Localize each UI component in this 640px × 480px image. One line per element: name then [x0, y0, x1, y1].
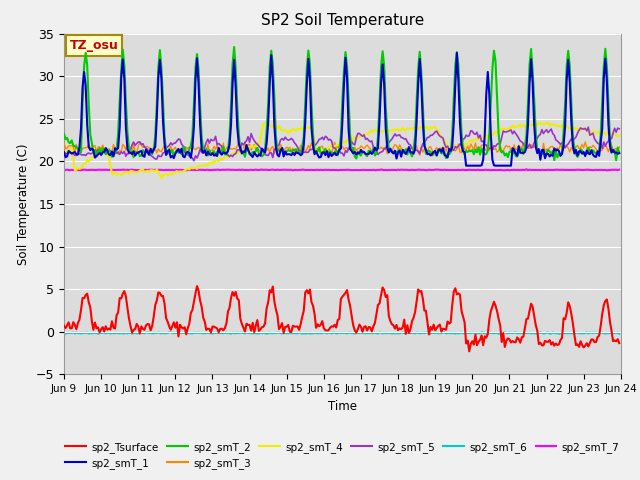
sp2_smT_5	[60, 150, 68, 156]
Line: sp2_smT_7: sp2_smT_7	[64, 169, 620, 170]
sp2_Tsurface	[255, 328, 263, 334]
sp2_smT_6	[255, 331, 263, 336]
Y-axis label: Soil Temperature (C): Soil Temperature (C)	[17, 143, 30, 265]
sp2_smT_4	[588, 129, 595, 134]
sp2_smT_2	[128, 150, 136, 156]
sp2_smT_6	[616, 331, 623, 336]
sp2_smT_2	[246, 152, 253, 157]
sp2_smT_4	[255, 142, 263, 148]
sp2_smT_2	[612, 157, 620, 163]
sp2_smT_5	[588, 132, 595, 137]
sp2_smT_7	[586, 167, 594, 173]
sp2_smT_4	[306, 125, 314, 131]
X-axis label: Time: Time	[328, 400, 357, 413]
Line: sp2_smT_4: sp2_smT_4	[64, 122, 620, 179]
sp2_smT_6	[167, 329, 175, 335]
sp2_smT_3	[616, 144, 623, 150]
sp2_Tsurface	[246, 322, 253, 328]
sp2_smT_3	[430, 152, 438, 158]
sp2_Tsurface	[588, 336, 595, 342]
sp2_smT_1	[453, 50, 461, 56]
sp2_Tsurface	[305, 290, 312, 296]
sp2_smT_5	[584, 124, 592, 130]
sp2_Tsurface	[616, 340, 623, 346]
sp2_smT_1	[226, 142, 234, 148]
Line: sp2_smT_6: sp2_smT_6	[64, 332, 620, 334]
sp2_smT_6	[555, 331, 563, 336]
sp2_smT_5	[128, 142, 136, 148]
sp2_smT_3	[581, 139, 589, 145]
sp2_smT_6	[588, 330, 595, 336]
sp2_smT_1	[588, 147, 595, 153]
sp2_smT_7	[603, 168, 611, 173]
sp2_smT_1	[616, 150, 623, 156]
sp2_smT_6	[227, 331, 235, 336]
sp2_smT_2	[60, 131, 68, 137]
Line: sp2_smT_3: sp2_smT_3	[64, 142, 620, 155]
sp2_smT_1	[128, 151, 136, 157]
sp2_smT_7	[616, 167, 623, 172]
sp2_smT_7	[253, 167, 261, 173]
Text: TZ_osu: TZ_osu	[70, 39, 118, 52]
sp2_smT_7	[128, 167, 136, 172]
sp2_smT_7	[244, 168, 252, 173]
sp2_smT_7	[60, 167, 68, 173]
sp2_smT_4	[616, 132, 623, 138]
sp2_smT_2	[305, 48, 312, 53]
sp2_smT_4	[263, 120, 271, 125]
sp2_smT_4	[60, 150, 68, 156]
sp2_Tsurface	[227, 295, 235, 301]
Line: sp2_Tsurface: sp2_Tsurface	[64, 286, 620, 351]
sp2_smT_3	[303, 146, 310, 152]
sp2_smT_4	[128, 168, 136, 174]
sp2_smT_6	[246, 330, 253, 336]
sp2_smT_4	[227, 152, 235, 157]
sp2_smT_1	[462, 163, 470, 168]
sp2_smT_3	[244, 142, 252, 147]
Line: sp2_smT_2: sp2_smT_2	[64, 47, 620, 160]
sp2_smT_5	[190, 158, 198, 164]
sp2_Tsurface	[60, 323, 68, 329]
sp2_smT_1	[253, 154, 261, 159]
sp2_smT_5	[255, 143, 263, 149]
sp2_smT_2	[586, 149, 594, 155]
sp2_smT_2	[616, 150, 623, 156]
Line: sp2_smT_1: sp2_smT_1	[64, 53, 620, 166]
sp2_smT_1	[60, 149, 68, 155]
Title: SP2 Soil Temperature: SP2 Soil Temperature	[260, 13, 424, 28]
sp2_smT_3	[60, 140, 68, 145]
Line: sp2_smT_5: sp2_smT_5	[64, 127, 620, 161]
sp2_smT_2	[230, 44, 238, 50]
sp2_smT_4	[157, 176, 165, 181]
sp2_smT_4	[246, 145, 253, 151]
sp2_smT_2	[255, 150, 263, 156]
sp2_Tsurface	[465, 348, 473, 354]
Legend: sp2_Tsurface, sp2_smT_1, sp2_smT_2, sp2_smT_3, sp2_smT_4, sp2_smT_5, sp2_smT_6, : sp2_Tsurface, sp2_smT_1, sp2_smT_2, sp2_…	[61, 438, 623, 473]
sp2_smT_1	[303, 82, 310, 87]
sp2_smT_1	[244, 147, 252, 153]
sp2_smT_6	[305, 330, 312, 336]
sp2_smT_3	[588, 145, 595, 151]
sp2_Tsurface	[128, 330, 136, 336]
sp2_smT_5	[305, 149, 312, 155]
sp2_smT_3	[128, 152, 136, 158]
sp2_smT_7	[303, 167, 310, 173]
sp2_smT_6	[60, 330, 68, 336]
sp2_Tsurface	[193, 283, 201, 289]
sp2_smT_5	[227, 152, 235, 158]
sp2_smT_2	[226, 133, 234, 139]
sp2_smT_6	[128, 331, 136, 336]
sp2_smT_5	[616, 126, 623, 132]
sp2_smT_5	[246, 139, 253, 145]
sp2_smT_7	[523, 167, 531, 172]
sp2_smT_3	[226, 144, 234, 150]
sp2_smT_3	[253, 146, 261, 152]
sp2_smT_7	[226, 167, 234, 173]
